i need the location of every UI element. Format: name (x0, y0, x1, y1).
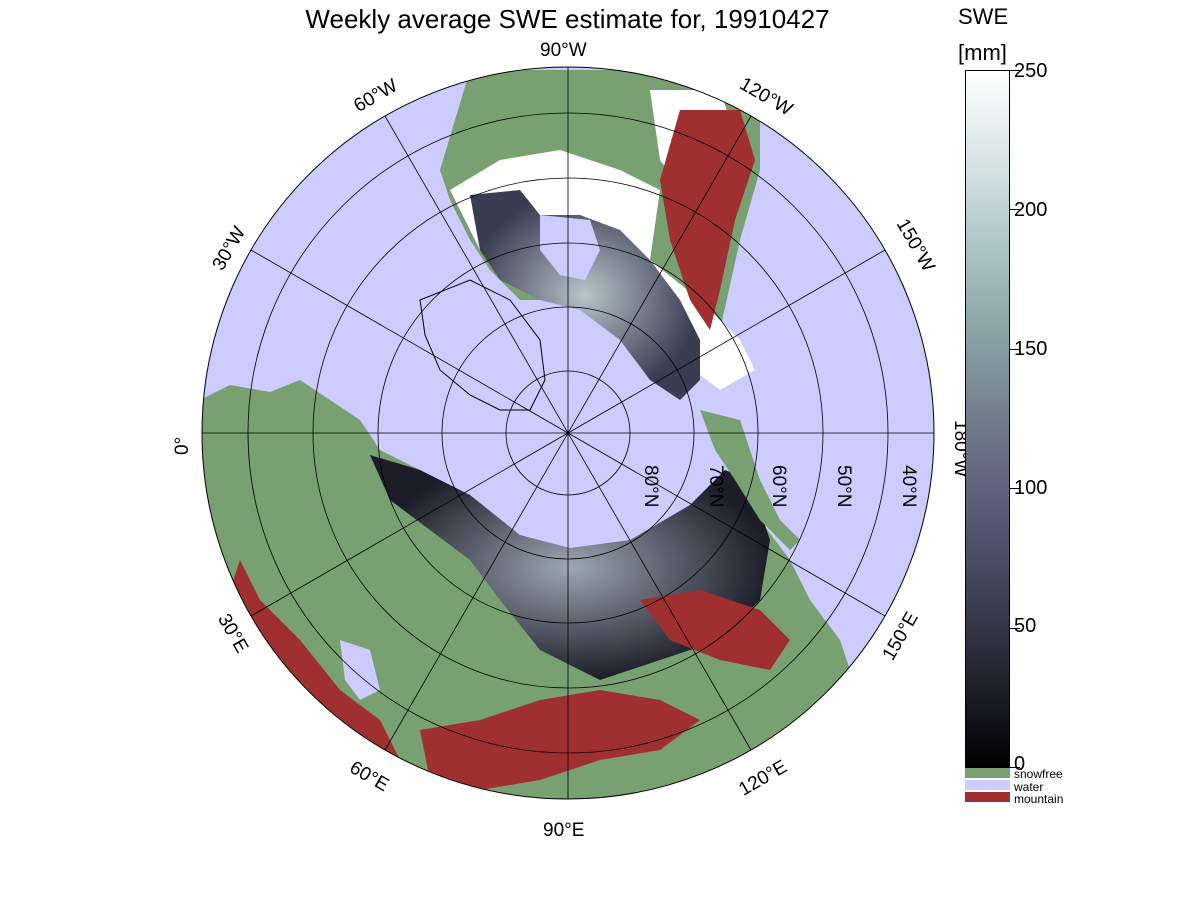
canada-snow (470, 190, 700, 400)
graticule (202, 67, 934, 799)
mountain-asia (640, 590, 790, 670)
colorbar (965, 70, 1010, 768)
mountain-himalaya (420, 690, 700, 790)
legend-swatch-mountain (965, 792, 1010, 802)
colorbar-tick-label: 0 (1014, 753, 1026, 775)
legend-label-mountain: mountain (1014, 792, 1064, 806)
lon-label-60e: 60°E (346, 757, 392, 796)
colorbar-units: [mm] (958, 40, 1007, 65)
lon-label-90e: 90°E (543, 820, 584, 841)
colorbar-tick (1010, 209, 1020, 210)
mountain-rockies (660, 110, 755, 330)
colorbar-tick (1010, 488, 1020, 489)
lat-label-70n: 70°N (705, 465, 726, 507)
lat-label-40n: 40°N (898, 465, 919, 507)
caspian-sea (340, 640, 380, 700)
lon-label-150w: 150°W (892, 215, 939, 275)
map-border (201, 66, 935, 800)
lat-label-80n: 80°N (640, 465, 661, 507)
colorbar-tick-label: 200 (1014, 199, 1048, 221)
legend-swatch-snowfree (965, 768, 1010, 778)
alaska-snowfree (700, 410, 800, 550)
lon-label-120e: 120°E (735, 756, 791, 800)
lat-label-50n: 50°N (833, 465, 854, 507)
greenland (419, 279, 546, 411)
lon-label-60w: 60°W (350, 75, 401, 117)
mountain-europe (230, 560, 400, 770)
legend-label-snowfree: snowfree (1014, 767, 1063, 781)
lon-label-90w: 90°W (540, 40, 587, 61)
legend-swatch-water (965, 780, 1010, 790)
lon-label-30e: 30°E (213, 610, 252, 656)
lat-label-60n: 60°N (768, 465, 789, 507)
colorbar-title: SWE (958, 4, 1009, 29)
colorbar-tick (1010, 349, 1020, 350)
lon-label-0: 0° (172, 437, 193, 455)
legend-label-water: water (1014, 780, 1044, 794)
colorbar-tick-label: 50 (1014, 615, 1037, 637)
colorbar-tick (1010, 767, 1020, 768)
lon-label-150e: 150°E (879, 609, 923, 665)
colorbar-tick-label: 100 (1014, 477, 1048, 499)
colorbar-tick-label: 150 (1014, 338, 1048, 360)
map-title: Weekly average SWE estimate for, 1991042… (305, 4, 830, 34)
colorbar-tick-label: 250 (1014, 60, 1048, 82)
hudson-bay (540, 215, 600, 280)
colorbar-tick (1010, 628, 1020, 629)
colorbar-tick (1010, 70, 1020, 71)
